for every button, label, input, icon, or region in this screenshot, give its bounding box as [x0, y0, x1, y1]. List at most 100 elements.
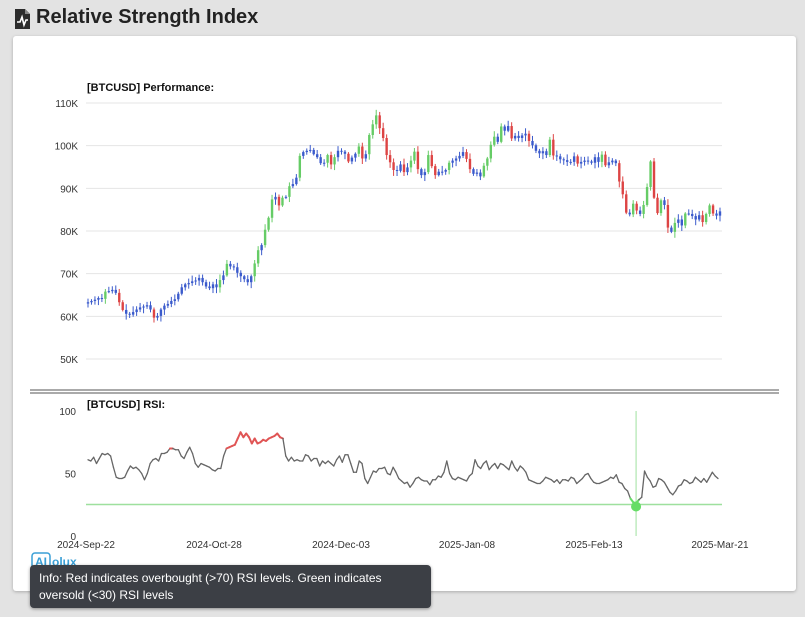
- price-y-tick-label: 60K: [60, 312, 78, 323]
- price-candle: [586, 156, 590, 165]
- price-candle: [472, 167, 475, 176]
- rsi-segment: [691, 476, 697, 483]
- price-candle: [454, 155, 458, 167]
- price-candle: [409, 155, 413, 173]
- price-candle: [395, 165, 399, 177]
- price-candle: [312, 147, 315, 156]
- price-candle: [166, 300, 170, 309]
- rsi-segment: [626, 490, 632, 500]
- rsi-segment: [446, 460, 451, 475]
- price-candle: [204, 279, 208, 289]
- rsi-y-axis: 0 50 100: [59, 407, 76, 543]
- price-candle: [250, 274, 253, 289]
- price-candle: [100, 293, 104, 303]
- rsi-segment: [138, 469, 143, 475]
- price-candle: [510, 122, 513, 142]
- price-candle: [666, 199, 670, 233]
- price-candle: [697, 211, 701, 222]
- rsi-segment: [412, 477, 417, 485]
- price-candle: [631, 200, 635, 218]
- price-candle: [652, 158, 656, 200]
- price-candle: [618, 160, 621, 188]
- rsi-segment: [406, 481, 411, 488]
- price-candle: [135, 306, 138, 316]
- price-candle: [694, 213, 697, 226]
- price-candle: [569, 159, 572, 165]
- rsi-segment: [525, 471, 530, 481]
- price-candle: [704, 212, 708, 225]
- price-candle: [381, 122, 385, 142]
- rsi-segment: [474, 459, 479, 467]
- price-candle: [170, 296, 173, 308]
- price-candle: [90, 299, 93, 305]
- price-y-tick-label: 100K: [55, 142, 79, 153]
- price-candle: [555, 150, 558, 161]
- price-y-tick-label: 80K: [60, 227, 78, 238]
- rsi-segment: [646, 476, 651, 482]
- rsi-segment: [183, 451, 188, 460]
- price-candle: [375, 109, 378, 129]
- price-candle: [520, 133, 524, 143]
- rsi-segment: [302, 454, 307, 462]
- price-candle: [611, 158, 614, 165]
- price-candle: [440, 165, 444, 176]
- page-header: Relative Strength Index: [0, 0, 805, 34]
- price-candle: [208, 281, 211, 291]
- rsi-segment: [426, 480, 431, 486]
- rsi-segment: [126, 465, 132, 472]
- price-candle: [197, 274, 201, 286]
- rsi-segment: [480, 462, 485, 470]
- rsi-segment: [672, 490, 677, 496]
- price-candle: [527, 130, 531, 147]
- price-candle: [545, 148, 548, 158]
- price-candle: [302, 150, 305, 159]
- price-candle: [284, 195, 288, 200]
- rsi-segment: [559, 479, 564, 485]
- price-candle: [465, 149, 468, 163]
- rsi-segment: [285, 455, 290, 462]
- price-candle: [142, 304, 145, 314]
- price-candle: [493, 131, 496, 147]
- pane-separator: [30, 389, 779, 394]
- price-candle: [427, 150, 430, 175]
- chart-card: [13, 36, 796, 591]
- rsi-segment: [333, 459, 338, 467]
- price-candle: [663, 196, 666, 210]
- rsi-segment: [109, 455, 115, 468]
- price-candle: [625, 190, 628, 215]
- rsi-segment: [409, 482, 414, 488]
- rsi-segment: [369, 470, 374, 478]
- rsi-segment: [149, 459, 154, 465]
- rsi-segment: [361, 462, 366, 480]
- price-candle: [371, 119, 374, 139]
- price-candle: [378, 111, 381, 134]
- rsi-x-tick-label: 2025-Feb-13: [565, 540, 623, 551]
- rsi-segment: [143, 472, 148, 481]
- price-candle: [190, 275, 194, 286]
- price-candle: [267, 216, 270, 232]
- price-candle: [392, 158, 395, 176]
- price-candle: [604, 151, 607, 167]
- price-candle: [107, 286, 111, 294]
- price-candle: [347, 152, 350, 164]
- page-title: Relative Strength Index: [36, 6, 259, 28]
- rsi-segment: [395, 471, 400, 480]
- price-y-tick-label: 90K: [60, 184, 78, 195]
- oversold-marker[interactable]: [631, 501, 642, 512]
- price-candle: [333, 154, 336, 171]
- price-candle: [503, 124, 506, 136]
- rsi-segment: [556, 479, 561, 485]
- price-y-tick-label: 110K: [55, 99, 78, 110]
- rsi-segment: [141, 472, 146, 481]
- price-candle: [659, 198, 663, 216]
- rsi-segment: [703, 477, 708, 483]
- rsi-y-tick-label: 100: [59, 407, 76, 418]
- rsi-segment: [355, 460, 360, 473]
- price-candle: [458, 151, 461, 162]
- price-candle: [684, 212, 687, 229]
- price-candle: [506, 120, 510, 133]
- rsi-segment: [341, 454, 346, 463]
- rsi-segment: [516, 465, 521, 472]
- price-candle: [680, 215, 684, 232]
